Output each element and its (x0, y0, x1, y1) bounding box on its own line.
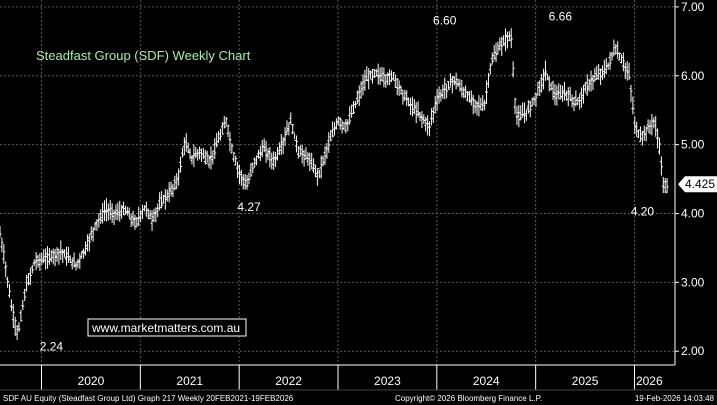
footer-bar (0, 390, 717, 405)
x-tick-label: 2023 (374, 374, 401, 388)
y-tick-label: 7.00 (681, 0, 705, 14)
watermark-box: www.marketmatters.com.au (87, 318, 247, 337)
x-tick-label: 2020 (78, 374, 105, 388)
x-tick-label: 2022 (275, 374, 302, 388)
price-annotation: 6.60 (433, 13, 457, 27)
last-price-box (678, 176, 717, 193)
footer-right: 19-Feb-2026 14:03:48 (635, 394, 715, 403)
x-tick-label: 2021 (176, 374, 203, 388)
price-annotation: 6.66 (549, 9, 573, 23)
x-tick-label: 2025 (572, 374, 599, 388)
footer-left: SDF AU Equity (Steadfast Group Ltd) Grap… (3, 394, 294, 403)
price-annotation: 2.24 (40, 340, 64, 354)
watermark-frame (87, 318, 247, 337)
watermark-label: www.marketmatters.com.au (91, 321, 240, 335)
y-axis-ticks: 2.00 3.00 4.00 5.00 6.00 7.00 (675, 0, 705, 358)
footer-center: Copyright© 2026 Bloomberg Finance L.P. (395, 394, 542, 403)
x-tick-label: 2024 (473, 374, 500, 388)
y-tick-label: 6.00 (681, 69, 705, 83)
annotations: 2.24 4.27 6.60 6.66 4.20 (40, 9, 655, 353)
price-annotation: 4.27 (237, 200, 261, 214)
last-price-label: 4.425 (685, 177, 715, 191)
y-tick-label: 3.00 (681, 275, 705, 289)
y-tick-label: 5.00 (681, 138, 705, 152)
x-axis-ticks: 2020 2021 2022 2023 2024 2025 2026 (41, 365, 663, 390)
x-tick-label: 2026 (636, 374, 663, 388)
chart-title: Steadfast Group (SDF) Weekly Chart (36, 48, 251, 63)
y-tick-label: 2.00 (681, 344, 705, 358)
price-bars (0, 28, 669, 340)
price-annotation: 4.20 (631, 205, 655, 219)
y-tick-label: 4.00 (681, 206, 705, 220)
last-price-marker: 4.425 (678, 176, 717, 193)
